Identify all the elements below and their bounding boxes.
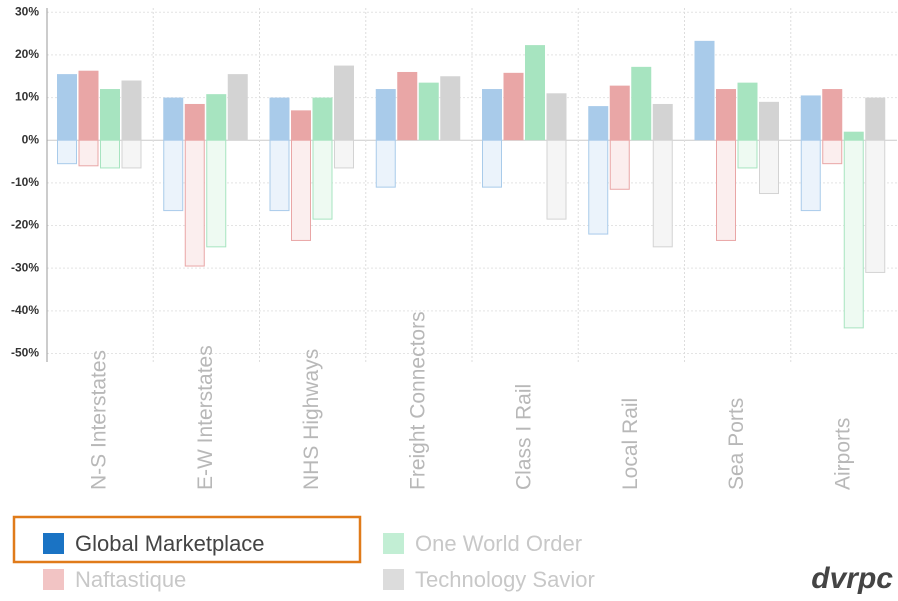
x-tick-label: Airports: [831, 418, 854, 490]
bar: [100, 89, 120, 141]
negative-bar: [800, 139, 821, 212]
bar: [759, 101, 779, 141]
negative-bar: [312, 139, 333, 220]
bar: [482, 89, 502, 141]
negative-bar: [588, 139, 609, 235]
bar: [227, 74, 248, 141]
bar: [291, 110, 311, 141]
negative-bar: [843, 139, 864, 329]
negative-bar: [652, 139, 673, 248]
negative-bar: [57, 139, 77, 165]
bar: [184, 103, 205, 141]
negative-bar: [291, 139, 311, 241]
bar: [418, 82, 439, 141]
negative-bar: [546, 139, 567, 220]
legend-swatch: [383, 569, 404, 590]
bar: [269, 97, 290, 141]
x-tick-label: Freight Connectors: [406, 311, 429, 490]
bar: [334, 65, 354, 141]
x-tick-label: E-W Interstates: [194, 345, 217, 490]
negative-bar: [184, 139, 205, 267]
bar: [312, 97, 333, 141]
y-tick-label: -20%: [11, 218, 39, 232]
legend-swatch: [43, 569, 64, 590]
x-tick-label: Sea Ports: [725, 398, 748, 490]
bar: [375, 89, 396, 141]
bar: [609, 85, 630, 141]
bar: [546, 93, 567, 141]
bar: [843, 131, 864, 141]
bar: [121, 80, 142, 141]
legend-label[interactable]: One World Order: [415, 531, 582, 556]
y-tick-label: 30%: [15, 4, 39, 18]
bar: [631, 66, 652, 141]
bar: [163, 97, 184, 141]
negative-bar: [334, 139, 354, 169]
bar: [397, 71, 418, 141]
y-tick-label: -30%: [11, 260, 39, 274]
y-tick-label: -50%: [11, 346, 39, 360]
x-tick-label: NHS Highways: [300, 349, 323, 490]
bar: [525, 45, 545, 141]
bar: [588, 106, 609, 141]
bar: [694, 40, 715, 141]
negative-bar: [865, 139, 886, 273]
bar: [822, 89, 843, 141]
legend-swatch: [43, 533, 64, 554]
negative-bar: [163, 139, 184, 212]
y-tick-label: 20%: [15, 47, 39, 61]
legend-swatch: [383, 533, 404, 554]
logo: dvrpc: [811, 562, 893, 595]
bar: [800, 95, 821, 141]
y-tick-label: 0%: [22, 132, 40, 146]
negative-bar: [78, 139, 99, 167]
bar: [206, 94, 227, 141]
x-tick-label: Class I Rail: [513, 384, 536, 490]
negative-bar: [716, 139, 736, 241]
y-tick-label: 10%: [15, 90, 39, 104]
bar: [57, 74, 77, 141]
y-tick-label: -10%: [11, 175, 39, 189]
bar: [865, 97, 886, 141]
y-tick-label: -40%: [11, 303, 39, 317]
x-tick-label: Local Rail: [619, 398, 642, 490]
negative-bar: [375, 139, 396, 188]
negative-bar: [737, 139, 758, 169]
negative-bar: [269, 139, 290, 212]
bar: [440, 76, 461, 141]
legend-label[interactable]: Technology Savior: [415, 567, 595, 592]
bar: [737, 82, 758, 141]
negative-bar: [759, 139, 779, 195]
negative-bar: [206, 139, 227, 248]
negative-bar: [609, 139, 630, 190]
negative-bar: [822, 139, 843, 165]
negative-bar: [121, 139, 142, 169]
negative-bar: [100, 139, 120, 169]
bar: [716, 89, 736, 141]
bar: [503, 72, 524, 141]
bar: [652, 103, 673, 141]
negative-bar: [482, 139, 502, 188]
bar: [78, 70, 99, 141]
legend-highlight: [12, 515, 362, 564]
legend-label[interactable]: Global Marketplace: [75, 531, 265, 556]
x-tick-label: N-S Interstates: [88, 350, 111, 490]
legend-label[interactable]: Naftastique: [75, 567, 186, 592]
